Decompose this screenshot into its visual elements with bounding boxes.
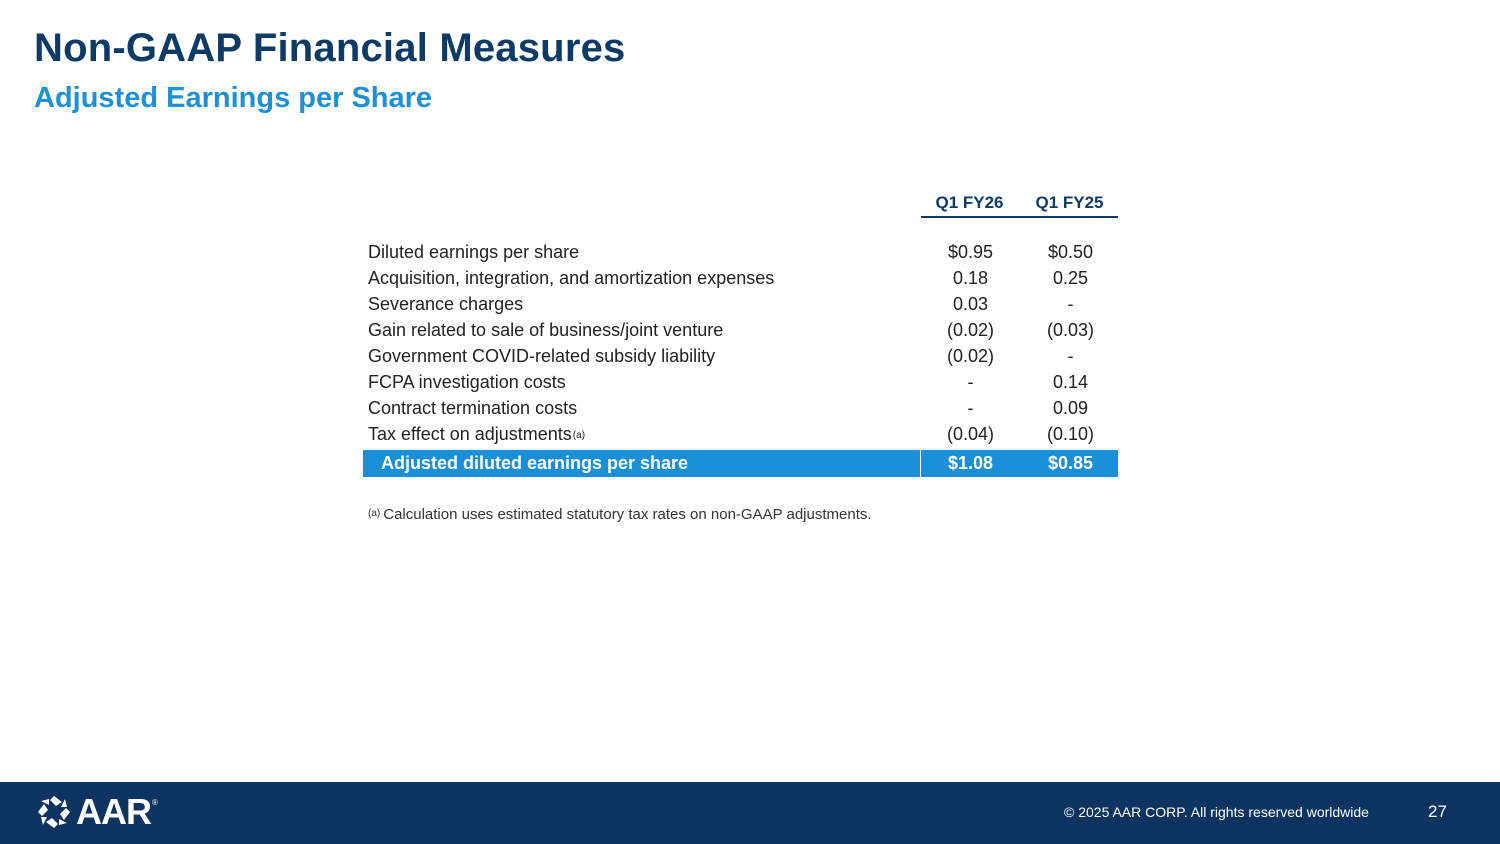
total-divider xyxy=(920,450,921,477)
adjusted-eps-table: Q1 FY26 Q1 FY25 Diluted earnings per sha… xyxy=(363,188,1118,477)
total-label: Adjusted diluted earnings per share xyxy=(381,453,689,473)
page-number: 27 xyxy=(1428,802,1447,821)
table-body: Diluted earnings per share $0.95 $0.50 A… xyxy=(363,242,1118,450)
total-value-q1-fy25: $0.85 xyxy=(1047,453,1094,473)
row-value-q1-fy26: $0.95 xyxy=(947,242,994,262)
row-label: Diluted earnings per share xyxy=(368,242,580,262)
row-label: Gain related to sale of business/joint v… xyxy=(368,320,724,340)
row-value-q1-fy25: $0.50 xyxy=(1047,242,1094,262)
table-row: FCPA investigation costs - 0.14 xyxy=(363,372,1118,398)
row-label: FCPA investigation costs xyxy=(368,372,566,392)
footnote-marker: (a) xyxy=(368,508,381,519)
row-value-q1-fy26: - xyxy=(967,398,974,418)
row-value-q1-fy26: (0.02) xyxy=(946,320,995,340)
row-value-q1-fy26: 0.18 xyxy=(952,268,989,288)
row-value-q1-fy25: (0.03) xyxy=(1046,320,1095,340)
row-value-q1-fy26: (0.04) xyxy=(946,424,995,444)
footnote: (a) Calculation uses estimated statutory … xyxy=(368,506,872,523)
table-row: Gain related to sale of business/joint v… xyxy=(363,320,1118,346)
slide-subtitle: Adjusted Earnings per Share xyxy=(34,82,433,114)
table-row: Contract termination costs - 0.09 xyxy=(363,398,1118,424)
footer-bar: AAR ® © 2025 AAR CORP. All rights reserv… xyxy=(0,782,1500,844)
row-value-q1-fy25: 0.25 xyxy=(1052,268,1089,288)
row-value-q1-fy25: 0.14 xyxy=(1052,372,1089,392)
footnote-reference: (a) xyxy=(572,430,586,441)
registered-mark: ® xyxy=(152,798,158,807)
column-header-q1-fy25: Q1 FY25 xyxy=(1035,193,1104,212)
row-value-q1-fy25: - xyxy=(1067,346,1074,366)
header-underline xyxy=(921,216,1118,218)
aar-logo: AAR ® xyxy=(36,791,158,832)
column-header-q1-fy26: Q1 FY26 xyxy=(935,193,1004,212)
table-row: Acquisition, integration, and amortizati… xyxy=(363,268,1118,294)
row-label: Tax effect on adjustments(a) xyxy=(368,424,585,445)
table-header: Q1 FY26 Q1 FY25 xyxy=(363,188,1118,218)
table-row: Diluted earnings per share $0.95 $0.50 xyxy=(363,242,1118,268)
row-value-q1-fy26: 0.03 xyxy=(952,294,989,314)
logo-wordmark: AAR xyxy=(76,791,152,832)
row-label: Government COVID-related subsidy liabili… xyxy=(368,346,716,366)
row-value-q1-fy25: - xyxy=(1067,294,1074,314)
footnote-text: Calculation uses estimated statutory tax… xyxy=(383,506,872,523)
row-label: Acquisition, integration, and amortizati… xyxy=(368,268,775,288)
row-value-q1-fy26: (0.02) xyxy=(946,346,995,366)
slide-title: Non-GAAP Financial Measures xyxy=(34,26,626,70)
row-label: Severance charges xyxy=(368,294,524,314)
row-value-q1-fy25: 0.09 xyxy=(1052,398,1089,418)
tax-effect-label: Tax effect on adjustments xyxy=(368,424,572,444)
table-row: Severance charges 0.03 - xyxy=(363,294,1118,320)
table-row: Tax effect on adjustments(a) (0.04) (0.1… xyxy=(363,424,1118,450)
aar-propeller-icon xyxy=(38,796,70,828)
row-value-q1-fy25: (0.10) xyxy=(1046,424,1095,444)
table-row: Government COVID-related subsidy liabili… xyxy=(363,346,1118,372)
total-row: Adjusted diluted earnings per share $1.0… xyxy=(363,450,1118,477)
copyright-notice: © 2025 AAR CORP. All rights reserved wor… xyxy=(1064,804,1369,820)
row-label: Contract termination costs xyxy=(368,398,578,418)
row-value-q1-fy26: - xyxy=(967,372,974,392)
total-value-q1-fy26: $1.08 xyxy=(947,453,994,473)
